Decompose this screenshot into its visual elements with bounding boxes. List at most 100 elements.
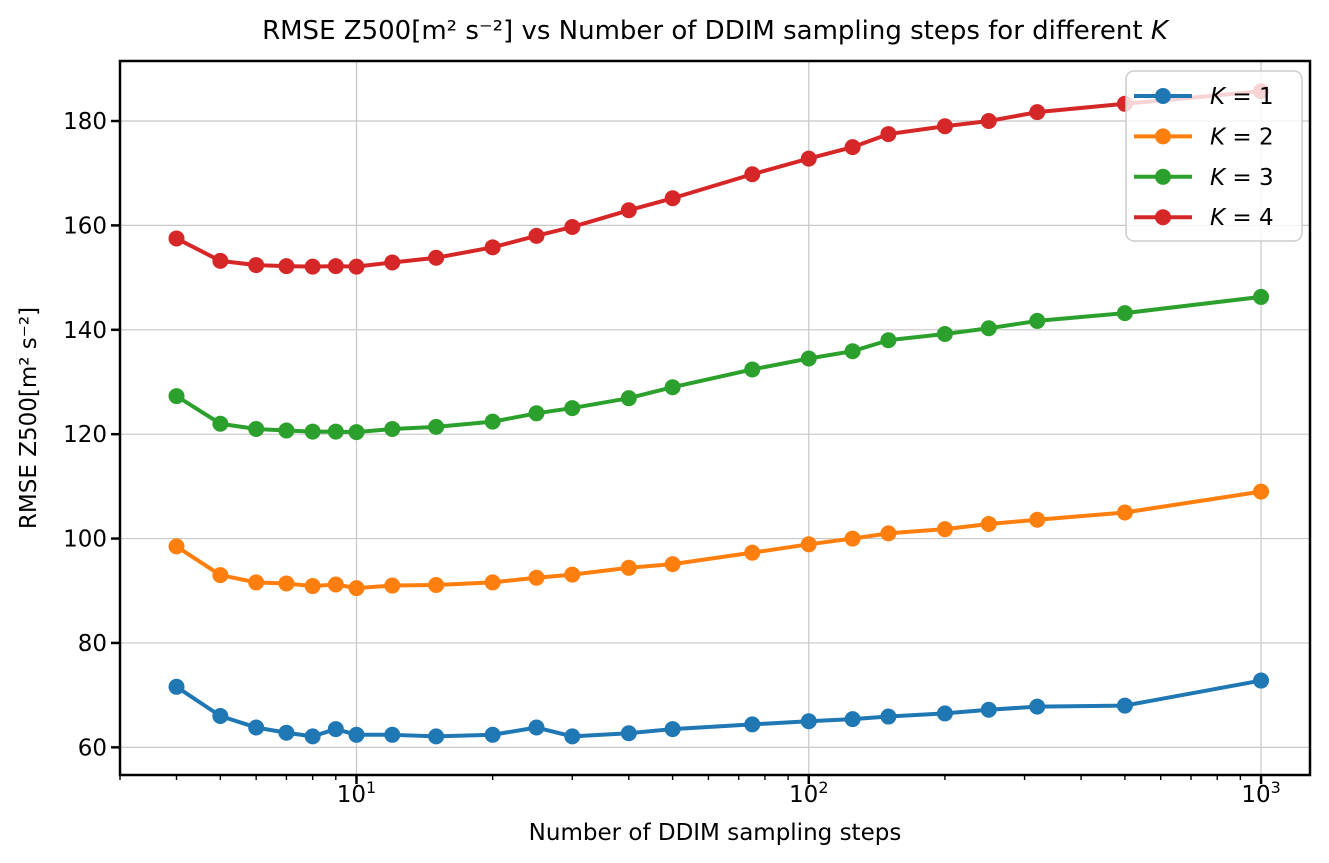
data-point <box>212 415 229 432</box>
y-tick-label: 80 <box>78 631 107 657</box>
data-point <box>304 423 321 440</box>
legend-item: K = 4 <box>1134 205 1274 231</box>
data-point <box>484 574 501 591</box>
legend-marker <box>1155 209 1171 226</box>
data-point <box>800 713 817 730</box>
data-point <box>744 361 761 378</box>
data-point <box>428 249 445 266</box>
data-point <box>880 332 897 349</box>
data-point <box>327 258 344 275</box>
legend-label: K = 2 <box>1210 124 1274 150</box>
data-point <box>620 202 637 219</box>
data-point <box>936 705 953 722</box>
data-point <box>844 139 861 156</box>
series-line <box>174 489 1264 591</box>
data-point <box>384 726 401 743</box>
legend-marker <box>1155 168 1171 185</box>
data-point <box>278 422 295 439</box>
data-point <box>528 569 545 586</box>
data-point <box>664 556 681 573</box>
y-tick-label: 140 <box>63 318 107 344</box>
data-point <box>327 721 344 738</box>
data-point <box>1253 672 1270 689</box>
data-point <box>168 678 185 695</box>
data-point <box>278 724 295 741</box>
data-point <box>564 218 581 235</box>
data-point <box>528 719 545 736</box>
series-layer <box>168 83 1270 745</box>
data-point <box>484 239 501 256</box>
data-point <box>484 413 501 430</box>
data-point <box>564 400 581 417</box>
data-point <box>248 719 265 736</box>
data-point <box>484 726 501 743</box>
data-point <box>212 708 229 725</box>
data-point <box>800 350 817 367</box>
y-tick-label: 160 <box>63 213 107 239</box>
data-point <box>168 538 185 555</box>
data-point <box>348 726 365 743</box>
data-point <box>844 711 861 728</box>
series-K=4 <box>168 83 1270 275</box>
data-point <box>620 390 637 407</box>
chart-title-emph: K <box>1150 16 1168 46</box>
data-point <box>348 424 365 441</box>
data-point <box>620 559 637 576</box>
x-tick-label: 101 <box>337 778 376 808</box>
legend-marker <box>1155 88 1171 104</box>
data-point <box>936 118 953 135</box>
data-point <box>304 258 321 275</box>
data-point <box>664 379 681 396</box>
series-K=1 <box>168 672 1270 745</box>
data-point <box>327 576 344 593</box>
plot-border <box>118 59 1312 777</box>
legend-item: K = 1 <box>1134 84 1274 110</box>
data-point <box>428 418 445 435</box>
chart-title: RMSE Z500[m² s⁻²] vs Number of DDIM samp… <box>120 16 1310 46</box>
data-point <box>744 544 761 561</box>
data-point <box>936 521 953 538</box>
y-tick-label: 100 <box>63 527 107 553</box>
data-point <box>428 728 445 745</box>
data-point <box>980 515 997 532</box>
data-point <box>1253 288 1270 305</box>
data-point <box>936 325 953 342</box>
data-point <box>880 126 897 143</box>
data-point <box>1116 697 1133 714</box>
data-point <box>844 530 861 547</box>
series-line <box>174 294 1264 435</box>
data-point <box>620 725 637 742</box>
axes-layer: 101 102 103 60 80 100 120 140 160 180 <box>63 59 1312 808</box>
data-point <box>880 525 897 542</box>
data-point <box>564 566 581 583</box>
data-point <box>1029 511 1046 528</box>
series-K=3 <box>168 288 1270 441</box>
data-point <box>564 728 581 745</box>
legend-item: K = 3 <box>1134 165 1274 191</box>
data-point <box>212 567 229 584</box>
data-point <box>664 721 681 738</box>
chart-title-text: RMSE Z500[m² s⁻²] vs Number of DDIM samp… <box>262 16 1151 46</box>
series-K=2 <box>168 483 1270 597</box>
data-point <box>528 405 545 422</box>
x-tick-label: 102 <box>789 778 828 808</box>
data-point <box>168 230 185 247</box>
data-point <box>278 258 295 275</box>
data-point <box>528 227 545 244</box>
data-point <box>844 343 861 360</box>
data-point <box>212 252 229 269</box>
data-point <box>304 728 321 745</box>
data-point <box>384 577 401 594</box>
data-point <box>1116 305 1133 322</box>
data-point <box>980 320 997 337</box>
data-point <box>304 578 321 595</box>
data-point <box>800 536 817 553</box>
data-point <box>348 258 365 275</box>
y-tick-label: 180 <box>63 109 107 135</box>
data-point <box>428 577 445 594</box>
x-tick-label: 103 <box>1241 778 1280 808</box>
legend-item: K = 2 <box>1134 124 1274 150</box>
data-point <box>248 574 265 591</box>
